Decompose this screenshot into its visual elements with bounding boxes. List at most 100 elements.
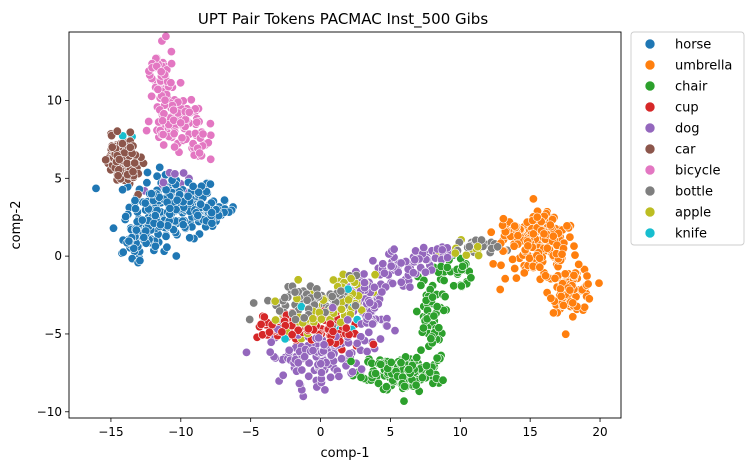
point-car <box>117 139 127 149</box>
point-car <box>125 142 135 152</box>
point-cup <box>259 312 269 322</box>
point-dog <box>242 347 252 357</box>
point-horse <box>196 199 206 209</box>
point-dog <box>396 277 406 287</box>
point-dog <box>278 370 288 380</box>
point-dog <box>396 258 406 268</box>
point-horse <box>165 203 175 213</box>
point-dog <box>337 354 347 364</box>
point-dog <box>386 261 396 271</box>
point-bicycle <box>198 129 208 139</box>
point-umbrella <box>565 232 575 242</box>
point-chair <box>432 353 442 363</box>
point-dog <box>158 178 168 188</box>
point-chair <box>416 345 426 355</box>
point-cup <box>328 326 338 336</box>
point-bicycle <box>166 78 176 88</box>
point-dog <box>408 268 418 278</box>
point-umbrella <box>569 241 579 251</box>
x-tick-label: −10 <box>168 425 193 439</box>
point-horse <box>207 218 217 228</box>
point-horse <box>109 223 119 233</box>
point-cup <box>293 325 303 335</box>
point-bicycle <box>170 142 180 152</box>
point-umbrella <box>568 312 578 322</box>
point-horse <box>162 242 172 252</box>
point-bottle <box>493 242 503 252</box>
point-bottle <box>336 286 346 296</box>
point-umbrella <box>555 284 565 294</box>
point-dog <box>316 368 326 378</box>
legend-label-car: car <box>675 143 696 158</box>
point-umbrella <box>486 227 496 237</box>
point-horse <box>91 183 101 193</box>
point-umbrella <box>570 250 580 260</box>
point-chair <box>418 323 428 333</box>
point-dog <box>377 287 387 297</box>
point-umbrella <box>500 274 510 284</box>
point-bicycle <box>161 31 171 41</box>
point-dog <box>284 345 294 355</box>
y-tick-label: −10 <box>37 405 62 419</box>
point-umbrella <box>568 298 578 308</box>
point-bicycle <box>169 105 179 115</box>
point-umbrella <box>548 308 558 318</box>
point-umbrella <box>582 271 592 281</box>
point-dog <box>179 168 189 178</box>
point-apple <box>346 274 356 284</box>
point-dog <box>314 333 324 343</box>
point-dog <box>364 327 374 337</box>
point-dog <box>420 267 430 277</box>
y-tick-label: 10 <box>47 93 62 107</box>
point-umbrella <box>511 273 521 283</box>
legend-label-dog: dog <box>675 122 699 137</box>
point-bottle <box>245 314 255 324</box>
point-chair <box>381 382 391 392</box>
y-tick-label: 0 <box>54 249 62 263</box>
point-bottle <box>290 287 300 297</box>
point-chair <box>426 334 436 344</box>
point-bicycle <box>205 119 215 129</box>
point-dog <box>304 371 314 381</box>
point-bicycle <box>160 95 170 105</box>
point-horse <box>130 196 140 206</box>
point-chair <box>396 358 406 368</box>
point-bicycle <box>192 117 202 127</box>
point-umbrella <box>562 221 572 231</box>
point-bottle <box>464 242 474 252</box>
legend: horse umbrella chair cup dog car bicycle bottle… <box>630 31 745 246</box>
point-dog <box>326 350 336 360</box>
point-umbrella <box>561 329 571 339</box>
point-bicycle <box>147 91 157 101</box>
point-umbrella <box>557 249 567 259</box>
legend-label-apple: apple <box>675 206 711 221</box>
point-car <box>112 126 122 136</box>
point-horse <box>129 243 139 253</box>
point-umbrella <box>569 270 579 280</box>
point-horse <box>193 210 203 220</box>
point-dog <box>410 255 420 265</box>
point-umbrella <box>535 262 545 272</box>
y-tick-label: −5 <box>44 327 62 341</box>
point-bicycle <box>176 118 186 128</box>
point-umbrella <box>565 285 575 295</box>
x-tick-label: 15 <box>523 425 538 439</box>
point-chair <box>371 368 381 378</box>
point-bottle <box>275 306 285 316</box>
point-apple <box>293 275 303 285</box>
point-dog <box>375 334 385 344</box>
point-apple <box>473 242 483 252</box>
point-car <box>125 127 135 137</box>
legend-label-knife: knife <box>675 227 707 242</box>
point-horse <box>172 195 182 205</box>
point-bicycle <box>169 129 179 139</box>
point-dog <box>293 358 303 368</box>
point-car <box>128 167 138 177</box>
x-tick-label: −5 <box>242 425 260 439</box>
point-cup <box>264 327 274 337</box>
point-chair <box>412 306 422 316</box>
x-axis-label: comp-1 <box>321 446 370 461</box>
point-horse <box>143 168 153 178</box>
point-chair <box>356 372 366 382</box>
